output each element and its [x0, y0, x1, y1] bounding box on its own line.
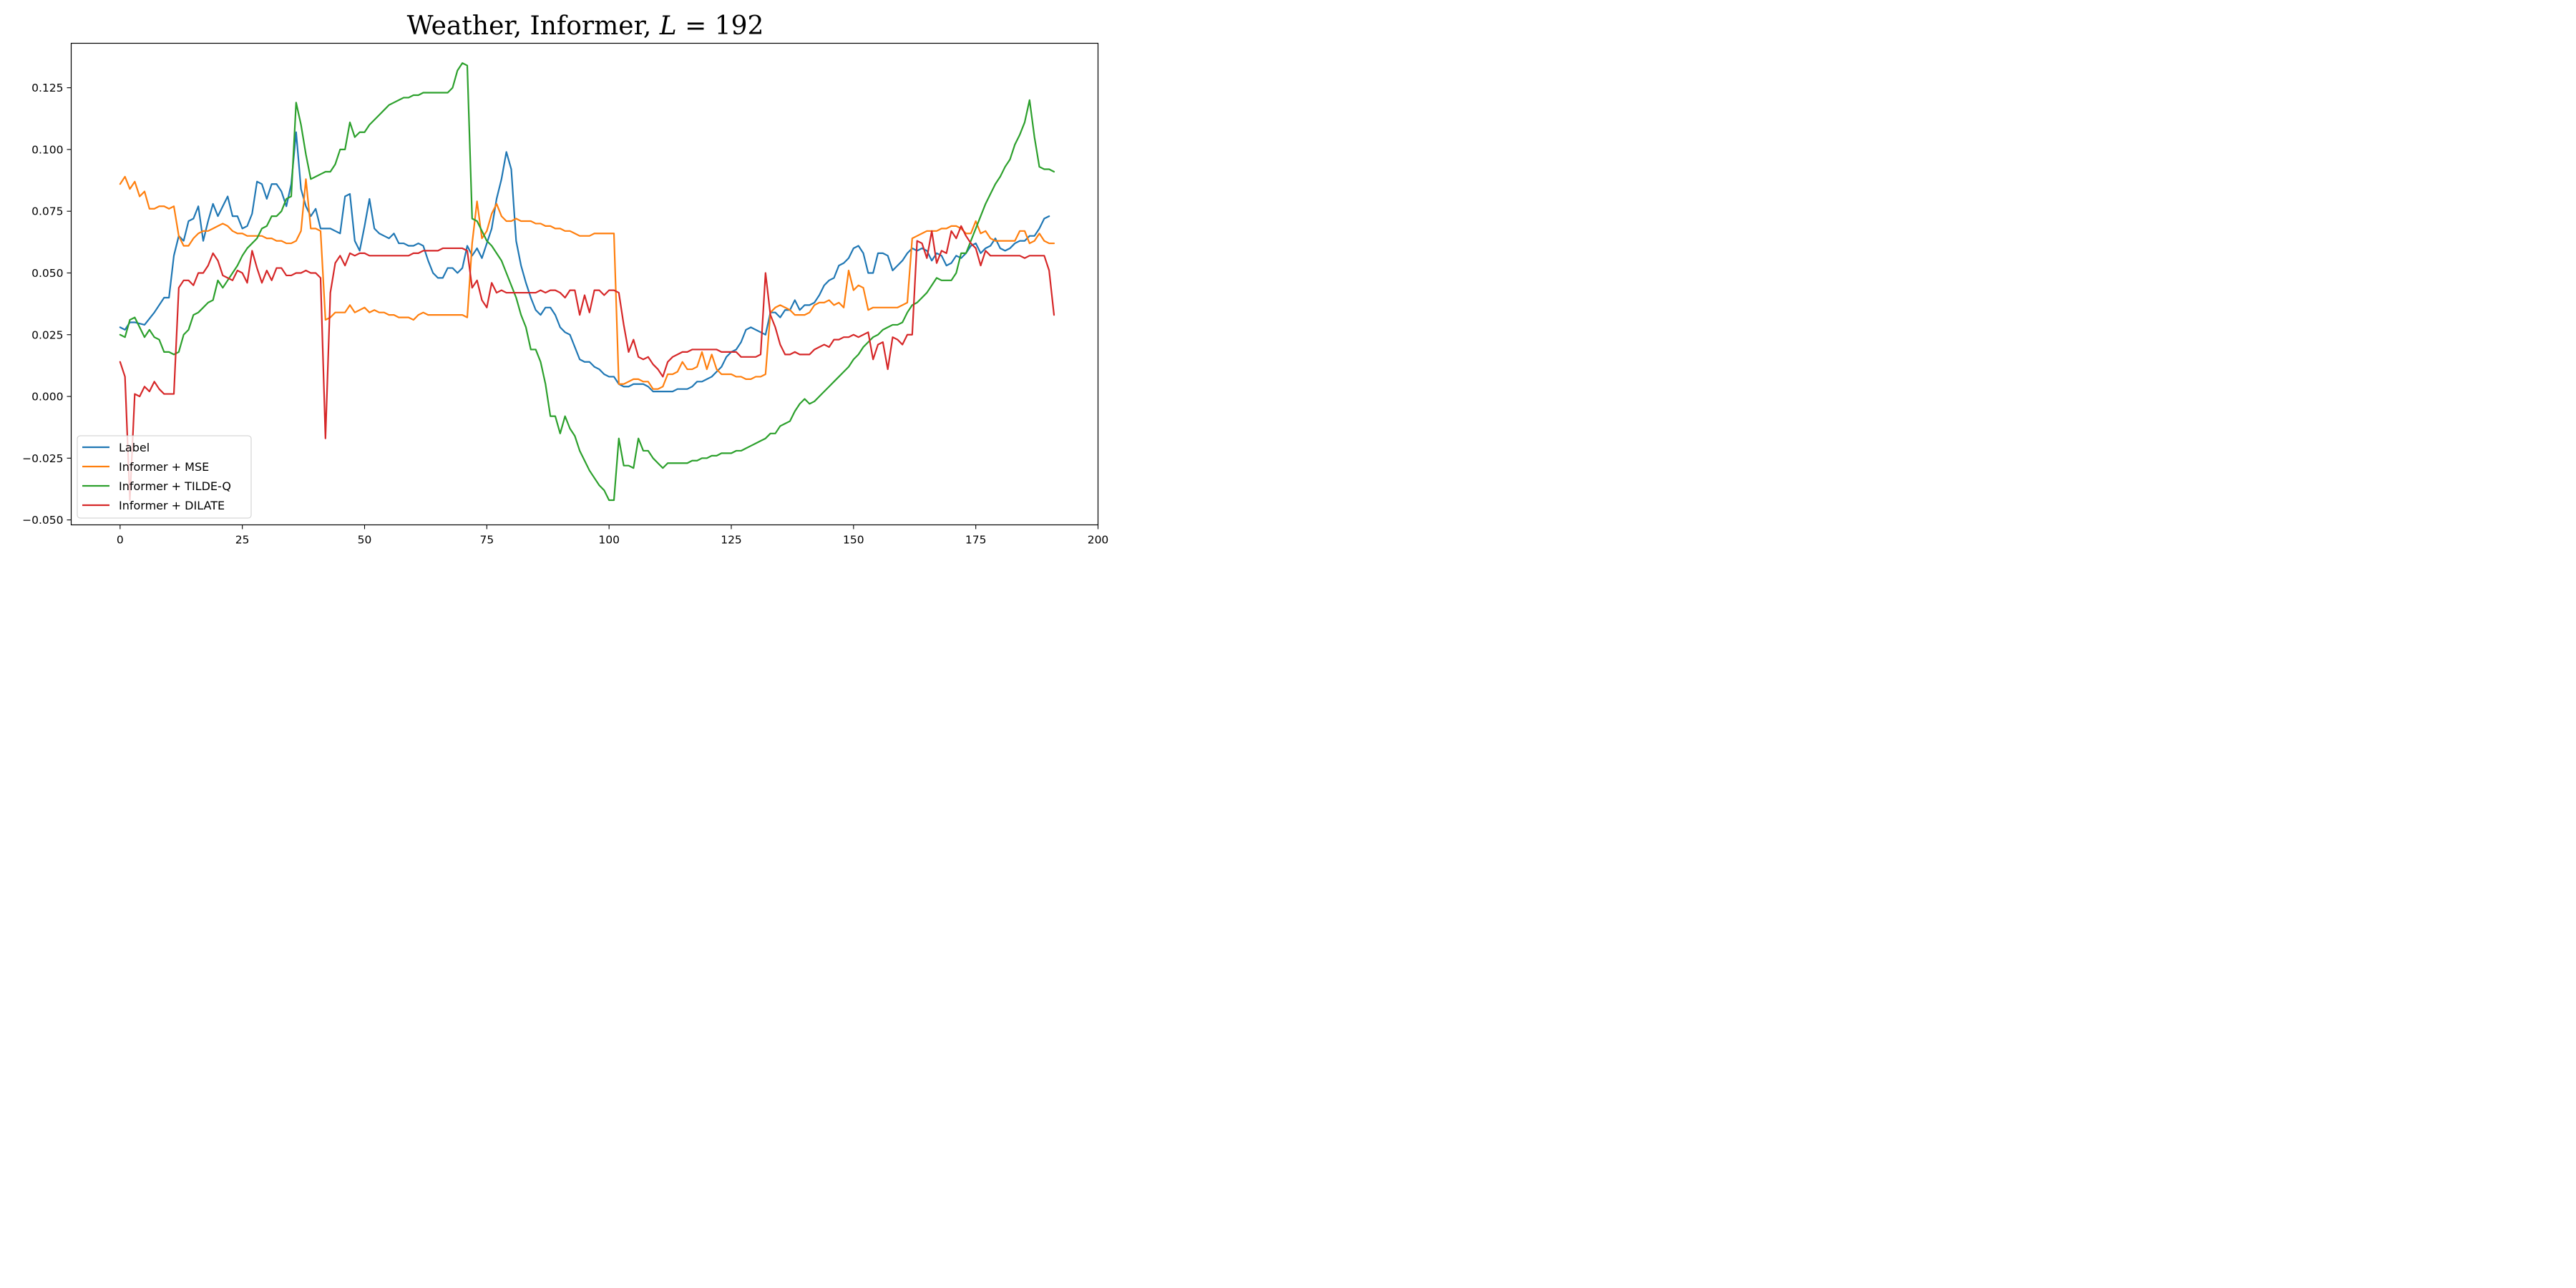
legend: Label Informer + MSE Informer + TILDE-Q Inf… [77, 435, 252, 519]
x-tick-label: 75 [479, 534, 494, 547]
x-tick-label: 100 [598, 534, 620, 547]
y-tick-label: 0.025 [31, 328, 63, 341]
chart-title-variable: L [659, 11, 677, 41]
legend-label: Informer + MSE [119, 460, 209, 474]
series-line-0 [119, 131, 1050, 393]
y-tick-label: 0.050 [31, 267, 63, 280]
y-tick-label: −0.050 [22, 514, 63, 527]
x-tick-label: 50 [358, 534, 372, 547]
x-tick-label: 150 [843, 534, 864, 547]
x-tick-label: 200 [1088, 534, 1109, 547]
y-tick-label: 0.000 [31, 391, 63, 404]
series-line-2 [119, 62, 1055, 502]
series-line-1 [119, 175, 1055, 390]
legend-label: Label [119, 441, 150, 454]
legend-label: Informer + DILATE [119, 499, 225, 512]
chart-title-main: Weather, Informer, [407, 11, 660, 41]
series-layer [119, 62, 1055, 502]
chart-title-rest: = 192 [677, 11, 764, 41]
x-tick-label: 175 [965, 534, 987, 547]
y-axis: −0.050 −0.025 0.000 0.025 0.050 0.075 0.100 0.1… [22, 82, 72, 527]
plot-frame [70, 42, 1099, 526]
series-line-3 [119, 225, 1055, 502]
y-tick-label: 0.125 [31, 82, 63, 94]
x-tick-label: 0 [117, 534, 124, 547]
x-axis: 0 25 50 75 100 125 150 175 200 [117, 525, 1108, 547]
chart-title: Weather, Informer, L = 192 [407, 11, 764, 41]
legend-frame [77, 435, 252, 519]
line-chart: Weather, Informer, L = 192 0 25 50 75 100 125… [0, 0, 1116, 558]
y-tick-label: −0.025 [22, 452, 63, 465]
y-tick-label: 0.100 [31, 143, 63, 156]
y-tick-label: 0.075 [31, 205, 63, 218]
x-tick-label: 125 [721, 534, 742, 547]
legend-label: Informer + TILDE-Q [119, 479, 231, 493]
x-tick-label: 25 [235, 534, 250, 547]
legend-items: Label Informer + MSE Informer + TILDE-Q Inf… [82, 441, 231, 512]
